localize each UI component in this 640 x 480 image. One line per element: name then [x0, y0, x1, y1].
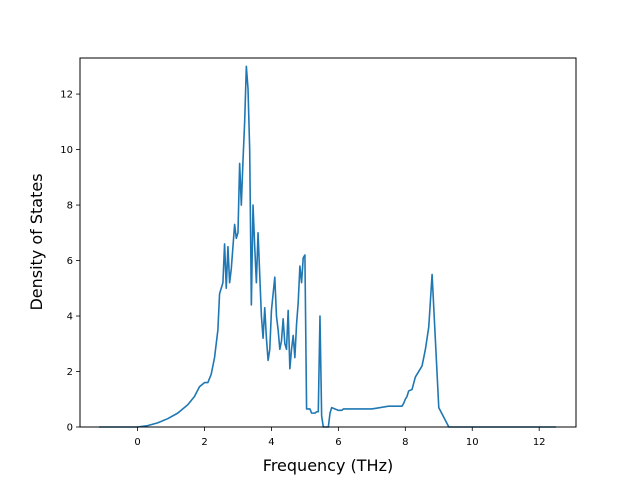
- y-tick-label: 4: [67, 312, 73, 323]
- y-axis-ticks: 0 2 4 6 8 10 12: [60, 90, 80, 434]
- y-axis-label: Density of States: [27, 173, 46, 310]
- x-tick-label: 8: [402, 437, 408, 448]
- x-tick-label: 0: [134, 437, 140, 448]
- y-tick-label: 6: [67, 256, 73, 267]
- x-tick-label: 2: [201, 437, 207, 448]
- x-tick-label: 6: [335, 437, 341, 448]
- x-axis-label: Frequency (THz): [263, 456, 393, 475]
- y-tick-label: 12: [60, 90, 73, 101]
- series-layer: [99, 65, 556, 428]
- y-tick-label: 8: [67, 201, 73, 212]
- y-tick-label: 10: [60, 145, 73, 156]
- plot-frame: [79, 57, 577, 428]
- y-tick-label: 2: [67, 367, 73, 378]
- dos-series-line-0: [99, 65, 556, 428]
- x-axis-ticks: 0 2 4 6 8 10 12: [134, 427, 546, 448]
- x-tick-label: 12: [533, 437, 546, 448]
- x-tick-label: 4: [268, 437, 274, 448]
- y-tick-label: 0: [67, 423, 73, 434]
- x-tick-label: 10: [466, 437, 479, 448]
